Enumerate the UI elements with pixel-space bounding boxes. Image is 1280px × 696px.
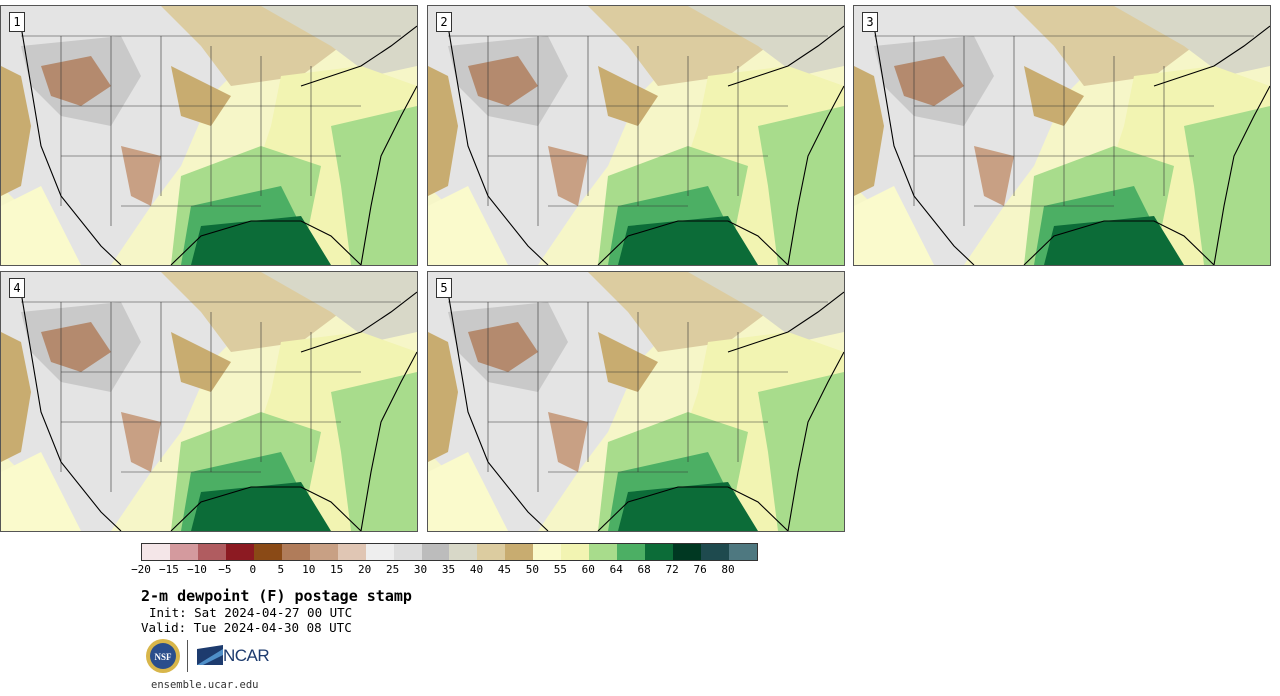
colorbar-swatch	[505, 544, 534, 560]
colorbar-tick-label: 76	[693, 563, 707, 576]
colorbar-swatch	[169, 544, 198, 560]
colorbar-tick-label: 10	[302, 563, 316, 576]
svg-text:NSF: NSF	[154, 652, 172, 662]
colorbar-tick-label: −15	[159, 563, 179, 576]
postage-stamp-panel: 3	[853, 5, 1271, 266]
colorbar-swatch	[337, 544, 366, 560]
colorbar-swatch	[393, 544, 422, 560]
colorbar-swatch	[561, 544, 590, 560]
colorbar-tick-label: 60	[581, 563, 595, 576]
postage-stamp-panel: 5	[427, 271, 845, 532]
colorbar-swatch	[365, 544, 394, 560]
colorbar-tick-label: 72	[665, 563, 679, 576]
colorbar-tick-label: 80	[721, 563, 735, 576]
postage-stamp-panel: 1	[0, 5, 418, 266]
colorbar-tick-label: −20	[131, 563, 151, 576]
colorbar-swatch	[701, 544, 730, 560]
colorbar-swatch	[197, 544, 226, 560]
colorbar-swatch	[449, 544, 478, 560]
colorbar-tick-label: 55	[553, 563, 567, 576]
colorbar-swatch	[421, 544, 450, 560]
colorbar-tick-label: 40	[469, 563, 484, 576]
site-url: ensemble.ucar.edu	[151, 679, 259, 691]
panel-number-label: 3	[862, 12, 878, 32]
ncar-logo-icon	[197, 645, 223, 665]
colorbar-swatch	[533, 544, 562, 560]
colorbar-ticks: −20 −15 −10 −5 0 5 10 15 20 25 30 35 40 45 50 55 60 64 68 7…	[131, 563, 756, 577]
panel-number-label: 2	[436, 12, 452, 32]
colorbar-tick-label: 68	[637, 563, 651, 576]
nsf-logo-icon: NSF	[146, 639, 180, 673]
colorbar-swatch	[253, 544, 282, 560]
colorbar-tick-label: 15	[330, 563, 344, 576]
colorbar-swatch	[673, 544, 702, 560]
panel-number-label: 1	[9, 12, 25, 32]
colorbar-tick-label: 30	[413, 563, 428, 576]
dewpoint-map	[428, 6, 844, 265]
colorbar-tick-label: 25	[385, 563, 400, 576]
colorbar-swatch	[645, 544, 674, 560]
init-time: Init: Sat 2024-04-27 00 UTC	[149, 605, 353, 620]
colorbar-tick-label: −5	[218, 563, 232, 576]
logo-divider	[187, 640, 188, 672]
colorbar-swatch	[225, 544, 254, 560]
colorbar-tick-label: 35	[441, 563, 456, 576]
postage-stamp-panel: 4	[0, 271, 418, 532]
postage-stamp-panel: 2	[427, 5, 845, 266]
dewpoint-map	[428, 272, 844, 531]
colorbar-swatch	[477, 544, 506, 560]
panel-number-label: 4	[9, 278, 25, 298]
ncar-logo-text: NCAR	[223, 646, 270, 665]
dewpoint-map	[1, 6, 417, 265]
colorbar-swatch	[589, 544, 618, 560]
dewpoint-map	[1, 272, 417, 531]
colorbar-tick-label: 0	[249, 563, 257, 576]
logos: NSF NCAR	[145, 638, 280, 676]
colorbar-tick-label: 50	[525, 563, 539, 576]
valid-time: Valid: Tue 2024-04-30 08 UTC	[141, 620, 352, 635]
colorbar-tick-label: 20	[358, 563, 372, 576]
colorbar	[141, 543, 758, 561]
panel-number-label: 5	[436, 278, 452, 298]
colorbar-swatch	[729, 544, 757, 560]
colorbar-swatch	[309, 544, 338, 560]
chart-title: 2-m dewpoint (F) postage stamp	[141, 587, 412, 605]
colorbar-swatch	[281, 544, 310, 560]
dewpoint-map	[854, 6, 1270, 265]
colorbar-tick-label: 64	[609, 563, 623, 576]
colorbar-tick-label: 45	[497, 563, 512, 576]
colorbar-swatch	[142, 544, 170, 560]
colorbar-swatch	[617, 544, 646, 560]
colorbar-tick-label: −10	[186, 563, 207, 576]
colorbar-tick-label: 5	[277, 563, 285, 576]
